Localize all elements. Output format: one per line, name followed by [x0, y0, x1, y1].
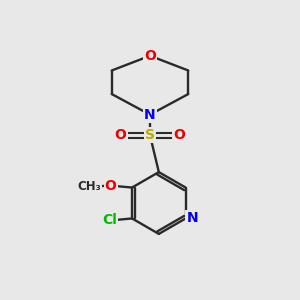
Text: O: O — [173, 128, 185, 142]
Text: O: O — [144, 49, 156, 63]
Text: N: N — [186, 212, 198, 226]
Text: N: N — [144, 108, 156, 122]
Text: CH₃: CH₃ — [77, 180, 101, 193]
Text: O: O — [105, 179, 116, 193]
Text: Cl: Cl — [102, 213, 117, 227]
Text: S: S — [145, 128, 155, 142]
Text: O: O — [115, 128, 127, 142]
